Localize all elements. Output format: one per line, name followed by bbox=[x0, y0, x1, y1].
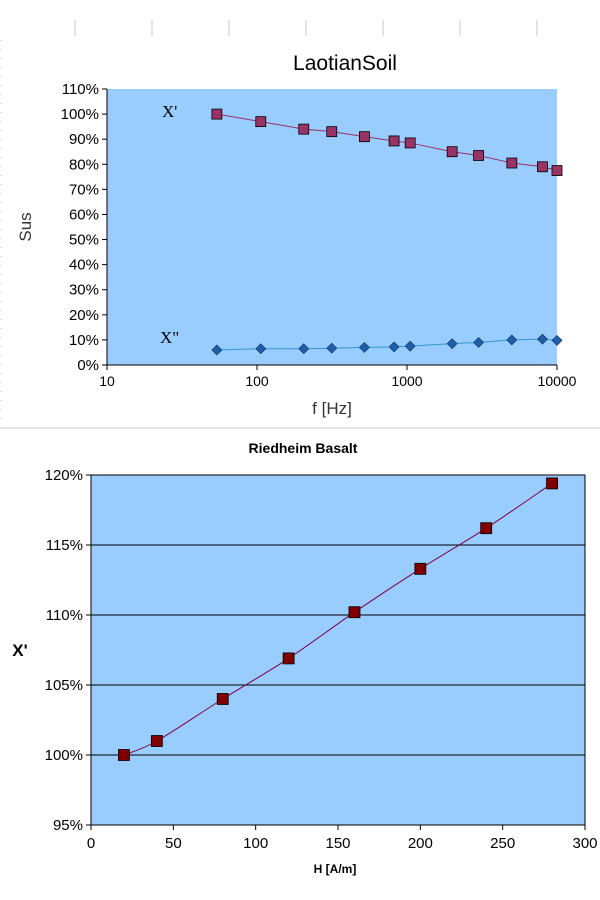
chart2-y-tick-label: 95% bbox=[53, 817, 83, 834]
chart1-series1-point bbox=[506, 157, 518, 169]
riedheim-basalt-chart: Riedheim Basalt 95%100%105%110%115%120% … bbox=[12, 440, 597, 876]
chart2-y-tick-label: 115% bbox=[46, 537, 83, 554]
chart2-x-tick-label: 300 bbox=[572, 835, 597, 852]
chart1-series2-point bbox=[446, 338, 458, 350]
chart1-y-tick-label: 50% bbox=[69, 232, 99, 249]
chart1-y-tick-label: 10% bbox=[69, 332, 99, 349]
chart2-gridlines bbox=[91, 544, 585, 756]
chart1-series2-point bbox=[404, 340, 416, 352]
chart2-series bbox=[118, 477, 558, 761]
chart2-series-point bbox=[216, 693, 229, 705]
chart1-y-tick-label: 0% bbox=[77, 357, 99, 374]
chart2-x-tick-label: 50 bbox=[165, 835, 182, 852]
chart1-series1-point bbox=[211, 108, 223, 120]
chart2-y-tick-label: 110% bbox=[46, 607, 83, 624]
chart2-y-tick-label: 100% bbox=[45, 747, 83, 764]
laotian-soil-chart: LaotianSoil 0% 10% 20% 30% 40% 50% 60% 70% 80% 90… bbox=[16, 52, 577, 418]
chart2-plot-area bbox=[90, 474, 586, 826]
chart1-y-tick-label: 60% bbox=[69, 206, 99, 223]
chart1-y-axis-label: Sus bbox=[16, 212, 35, 241]
chart1-series2-point bbox=[473, 336, 484, 348]
chart1-title: LaotianSoil bbox=[293, 52, 397, 75]
chart2-x-tick-label: 250 bbox=[490, 835, 515, 852]
chart2-title: Riedheim Basalt bbox=[249, 440, 358, 456]
chart1-y-tick-label: 20% bbox=[69, 307, 99, 324]
chart1-y-tick-label: 30% bbox=[69, 282, 99, 299]
chart2-x-tick-label: 150 bbox=[325, 835, 350, 852]
chart1-series bbox=[211, 108, 563, 356]
chart1-y-tick-label: 110% bbox=[62, 81, 99, 98]
chart1-y-tick-label: 100% bbox=[61, 106, 99, 123]
chart1-y-tick-label: 40% bbox=[69, 257, 99, 274]
chart1-series1-label: X' bbox=[162, 102, 177, 121]
chart1-series1-point bbox=[255, 116, 267, 128]
chart1-series1-point bbox=[359, 131, 370, 143]
chart1-x-tick-label: 10000 bbox=[538, 373, 577, 389]
chart2-x-tick-label: 200 bbox=[408, 835, 433, 852]
chart1-series1-point bbox=[388, 135, 400, 147]
chart2-x-tick-label: 0 bbox=[87, 835, 95, 852]
chart1-series1-point bbox=[404, 137, 416, 149]
top-header-ticks bbox=[74, 20, 538, 36]
chart1-series2-point bbox=[326, 342, 338, 354]
chart2-series-point bbox=[480, 522, 493, 535]
chart2-x-tick-labels: 0 50 100 150 200 250 300 bbox=[87, 835, 598, 852]
chart1-y-tick-label: 70% bbox=[69, 181, 99, 198]
chart1-series2-label: X" bbox=[160, 328, 179, 347]
chart2-series-point bbox=[348, 606, 361, 619]
chart2-y-tick-label: 120% bbox=[45, 467, 83, 484]
chart1-series2-point bbox=[537, 333, 548, 345]
chart1-x-tick-label: 1000 bbox=[391, 373, 422, 389]
chart1-series2-point bbox=[388, 341, 400, 353]
chart1-y-tick-label: 90% bbox=[69, 131, 99, 148]
chart1-series2-point bbox=[551, 334, 563, 346]
chart2-axes bbox=[86, 474, 586, 830]
chart1-x-tick-label: 10 bbox=[99, 373, 115, 389]
chart1-series1-point bbox=[537, 161, 548, 173]
chart2-series-point bbox=[118, 749, 130, 761]
chart2-series-point bbox=[546, 477, 558, 490]
chart1-y-tick-label: 80% bbox=[69, 156, 99, 173]
chart1-series2-point bbox=[211, 344, 223, 356]
chart1-series1-point bbox=[551, 165, 563, 176]
chart1-series2-point bbox=[358, 342, 370, 353]
chart1-x-axis-label: f [Hz] bbox=[312, 399, 352, 418]
chart1-series2-point bbox=[506, 334, 518, 346]
chart1-series1-point bbox=[446, 146, 458, 158]
chart1-series2-point bbox=[255, 343, 267, 355]
chart1-series1-point bbox=[298, 123, 310, 135]
chart2-x-tick-label: 100 bbox=[243, 835, 268, 852]
chart1-y-tick-labels: 0% 10% 20% 30% 40% 50% 60% 70% 80% 90% 100% 110% bbox=[61, 81, 99, 374]
chart2-y-axis-label: X' bbox=[12, 641, 27, 660]
chart2-y-tick-labels: 95% 100% 105% 110% 115% 120% bbox=[45, 467, 83, 834]
chart2-y-tick-label: 105% bbox=[45, 677, 83, 694]
chart2-x-axis-label: H [A/m] bbox=[314, 862, 357, 876]
chart1-series1-point bbox=[326, 126, 338, 138]
chart2-series-point bbox=[414, 562, 427, 575]
chart1-x-tick-labels: 10 100 1000 10000 bbox=[99, 373, 576, 389]
chart1-axes bbox=[102, 88, 558, 370]
chart2-series-point bbox=[150, 735, 163, 747]
chart2-series-point bbox=[282, 652, 295, 665]
chart1-series2-point bbox=[298, 343, 310, 355]
chart1-x-tick-label: 100 bbox=[245, 373, 269, 389]
chart1-series1-point bbox=[473, 150, 484, 161]
